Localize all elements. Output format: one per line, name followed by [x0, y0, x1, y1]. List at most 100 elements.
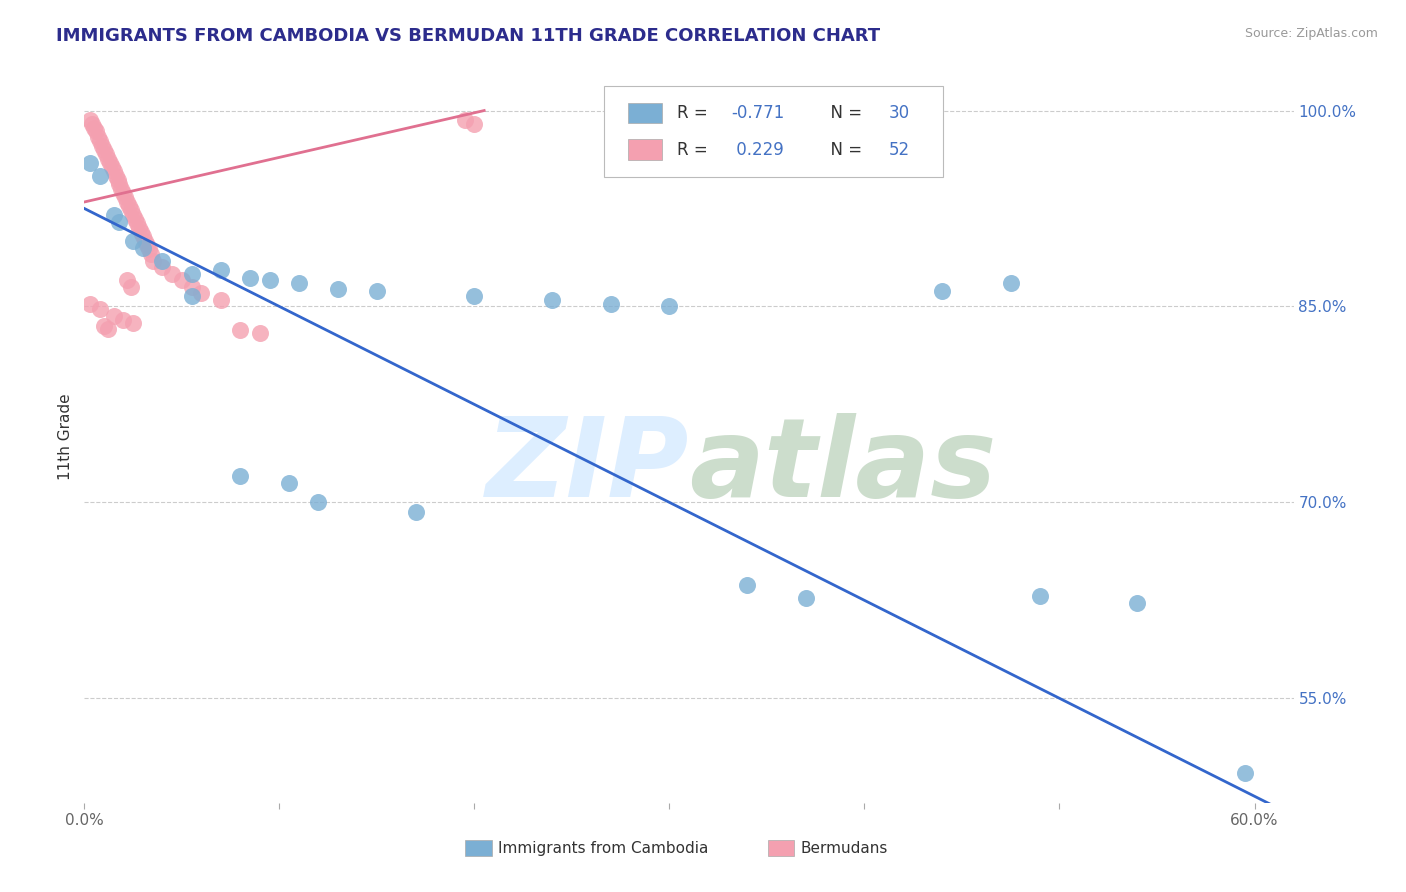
Point [97, 152, 120, 166]
Text: 52: 52 [889, 141, 910, 159]
Point [142, 253, 165, 268]
Point [114, 190, 136, 204]
Point [209, 293, 232, 307]
Bar [628, 103, 662, 123]
Text: N =: N = [820, 104, 868, 122]
Point [87, 129, 110, 144]
Point [108, 214, 131, 228]
Point [129, 225, 152, 239]
Point [122, 317, 145, 331]
Point [737, 577, 759, 591]
Point [82, 117, 104, 131]
Point [79, 156, 101, 170]
Point [134, 234, 156, 248]
Point [541, 293, 564, 307]
Point [180, 289, 202, 303]
Bar [628, 139, 662, 160]
Point [89, 302, 111, 317]
Point [139, 247, 162, 261]
Point [120, 202, 142, 217]
Point [84, 124, 107, 138]
Point [1233, 765, 1256, 780]
Point [150, 260, 173, 275]
Point [107, 173, 129, 187]
Text: N =: N = [820, 141, 868, 159]
Point [124, 211, 146, 226]
Text: IMMIGRANTS FROM CAMBODIA VS BERMUDAN 11TH GRADE CORRELATION CHART: IMMIGRANTS FROM CAMBODIA VS BERMUDAN 11T… [56, 27, 880, 45]
Text: R =: R = [676, 141, 713, 159]
Point [108, 177, 131, 191]
Point [1126, 596, 1149, 610]
Point [132, 229, 155, 244]
Point [366, 284, 388, 298]
Point [98, 156, 121, 170]
Point [103, 208, 125, 222]
Point [180, 267, 202, 281]
Point [117, 273, 139, 287]
Text: ZIP: ZIP [485, 413, 689, 520]
Point [307, 495, 329, 509]
Point [288, 276, 311, 290]
Point [132, 241, 155, 255]
Text: 30: 30 [889, 104, 910, 122]
Point [326, 283, 349, 297]
Point [180, 280, 202, 294]
Point [259, 273, 281, 287]
Point [122, 234, 145, 248]
Point [463, 117, 485, 131]
Point [120, 280, 142, 294]
Point [110, 182, 132, 196]
Point [79, 297, 101, 311]
Point [104, 169, 127, 183]
Text: atlas: atlas [689, 413, 997, 520]
Point [128, 221, 150, 235]
Text: Source: ZipAtlas.com: Source: ZipAtlas.com [1244, 27, 1378, 40]
Point [100, 160, 122, 174]
FancyBboxPatch shape [605, 86, 943, 178]
Point [463, 289, 485, 303]
Point [249, 326, 271, 340]
Point [112, 312, 135, 326]
Point [89, 169, 111, 183]
Bar [768, 840, 794, 856]
Point [278, 475, 301, 490]
Point [209, 263, 232, 277]
Point [89, 134, 111, 148]
Point [83, 120, 105, 135]
Point [931, 284, 953, 298]
Text: -0.771: -0.771 [731, 104, 785, 122]
Point [794, 591, 817, 605]
Point [125, 216, 148, 230]
Text: 0.229: 0.229 [731, 141, 785, 159]
Point [103, 163, 125, 178]
Point [229, 469, 252, 483]
Point [122, 208, 145, 222]
Text: Immigrants from Cambodia: Immigrants from Cambodia [498, 840, 709, 855]
Point [405, 504, 427, 518]
Point [160, 267, 183, 281]
Point [79, 112, 101, 127]
Point [229, 323, 252, 337]
Point [658, 300, 681, 314]
Point [135, 238, 157, 252]
Point [94, 146, 117, 161]
Point [1029, 590, 1052, 604]
Bar [465, 840, 492, 856]
Y-axis label: 11th Grade: 11th Grade [58, 393, 73, 481]
Point [150, 253, 173, 268]
Point [90, 138, 112, 153]
Point [112, 186, 135, 200]
Point [239, 270, 262, 285]
Point [93, 143, 115, 157]
Point [1000, 276, 1022, 290]
Point [118, 199, 141, 213]
Point [138, 242, 160, 256]
Point [103, 309, 125, 323]
Text: R =: R = [676, 104, 713, 122]
Point [190, 286, 212, 301]
Point [170, 273, 193, 287]
Point [93, 319, 115, 334]
Point [97, 321, 120, 335]
Point [117, 194, 139, 209]
Point [600, 297, 623, 311]
